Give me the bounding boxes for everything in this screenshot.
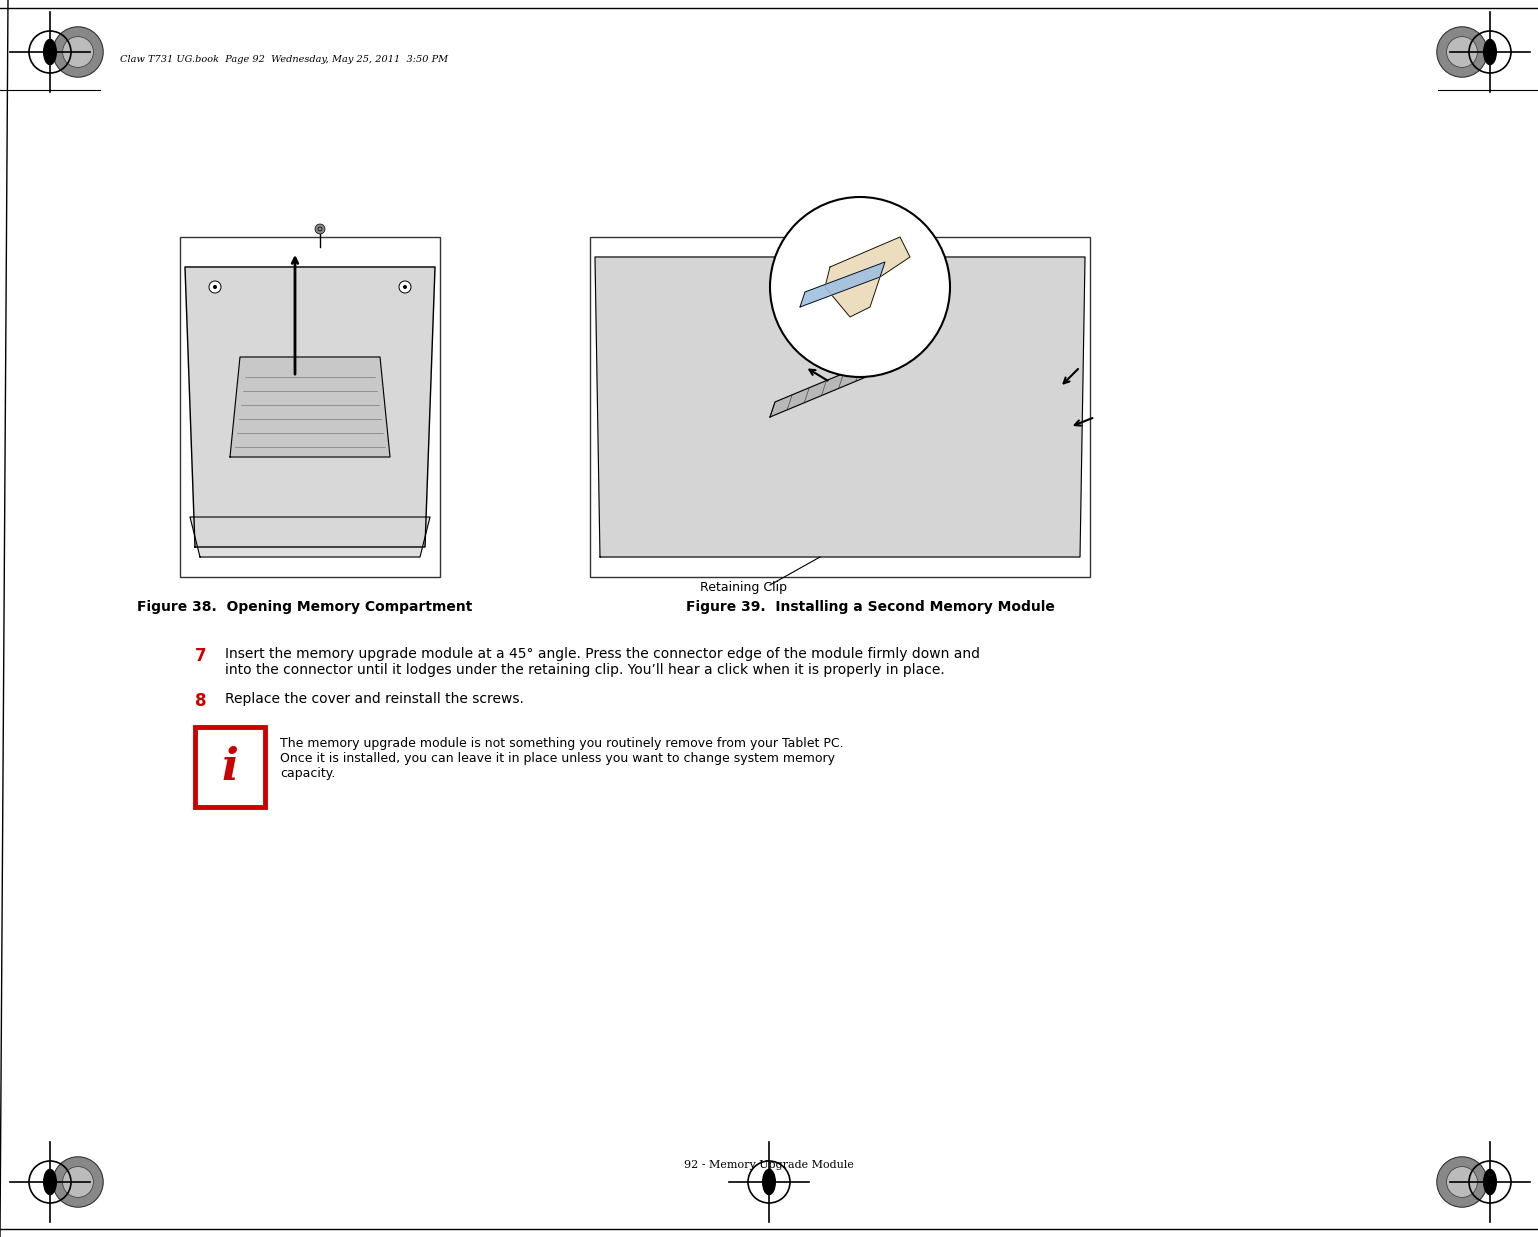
FancyBboxPatch shape <box>591 238 1090 576</box>
Circle shape <box>212 285 217 289</box>
Text: 7: 7 <box>195 647 206 666</box>
Text: i: i <box>221 746 238 788</box>
Text: Retaining Clip: Retaining Clip <box>700 580 787 594</box>
Polygon shape <box>771 353 895 417</box>
Text: Figure 39.  Installing a Second Memory Module: Figure 39. Installing a Second Memory Mo… <box>686 600 1055 614</box>
Text: 92 - Memory Upgrade Module: 92 - Memory Upgrade Module <box>684 1160 854 1170</box>
Circle shape <box>1447 37 1478 67</box>
Circle shape <box>1436 27 1487 77</box>
Circle shape <box>1436 1157 1487 1207</box>
Ellipse shape <box>43 1169 57 1195</box>
Circle shape <box>1447 1166 1478 1197</box>
Polygon shape <box>595 257 1084 557</box>
Ellipse shape <box>1484 1169 1496 1195</box>
Polygon shape <box>185 267 435 547</box>
Circle shape <box>315 224 325 234</box>
Ellipse shape <box>43 40 57 64</box>
Polygon shape <box>231 357 391 456</box>
FancyBboxPatch shape <box>195 727 265 807</box>
Circle shape <box>403 285 408 289</box>
Ellipse shape <box>763 1169 775 1195</box>
Circle shape <box>209 281 221 293</box>
Circle shape <box>52 27 103 77</box>
Text: Insert the memory upgrade module at a 45° angle. Press the connector edge of the: Insert the memory upgrade module at a 45… <box>225 647 980 677</box>
Ellipse shape <box>1484 40 1496 64</box>
Circle shape <box>52 1157 103 1207</box>
Circle shape <box>63 1166 94 1197</box>
Circle shape <box>771 197 950 377</box>
Circle shape <box>63 37 94 67</box>
Text: Claw T731 UG.book  Page 92  Wednesday, May 25, 2011  3:50 PM: Claw T731 UG.book Page 92 Wednesday, May… <box>120 56 448 64</box>
Text: Replace the cover and reinstall the screws.: Replace the cover and reinstall the scre… <box>225 691 524 706</box>
Text: 8: 8 <box>195 691 206 710</box>
Text: Figure 38.  Opening Memory Compartment: Figure 38. Opening Memory Compartment <box>137 600 472 614</box>
Circle shape <box>398 281 411 293</box>
Polygon shape <box>824 238 910 317</box>
FancyBboxPatch shape <box>180 238 440 576</box>
Text: The memory upgrade module is not something you routinely remove from your Tablet: The memory upgrade module is not somethi… <box>280 737 844 781</box>
Polygon shape <box>800 262 884 307</box>
Polygon shape <box>191 517 431 557</box>
